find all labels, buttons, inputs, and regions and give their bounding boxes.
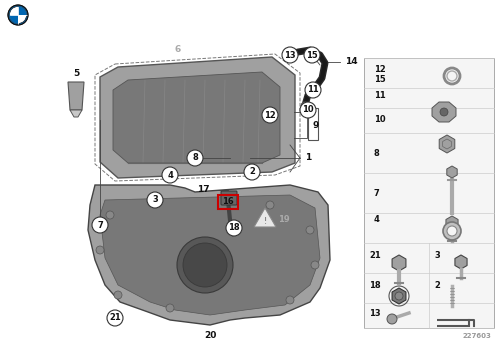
Text: 13: 13 <box>369 308 380 317</box>
Polygon shape <box>455 255 467 269</box>
Circle shape <box>92 217 108 233</box>
Polygon shape <box>439 135 455 153</box>
Text: 21: 21 <box>369 252 381 260</box>
Text: 15: 15 <box>374 76 386 84</box>
Circle shape <box>107 310 123 326</box>
Circle shape <box>300 102 316 118</box>
Circle shape <box>447 226 457 236</box>
Polygon shape <box>100 195 320 315</box>
Bar <box>364 58 494 328</box>
Polygon shape <box>442 139 452 149</box>
Circle shape <box>306 226 314 234</box>
Text: 2: 2 <box>434 281 440 290</box>
Polygon shape <box>254 208 276 227</box>
Text: 18: 18 <box>228 224 240 232</box>
Text: 16: 16 <box>222 197 234 206</box>
Polygon shape <box>392 288 406 304</box>
Circle shape <box>96 246 104 254</box>
Text: 14: 14 <box>345 57 358 66</box>
Circle shape <box>387 314 397 324</box>
Circle shape <box>114 291 122 299</box>
Text: 2: 2 <box>249 168 255 176</box>
Circle shape <box>8 5 28 25</box>
Text: !: ! <box>264 217 266 225</box>
Polygon shape <box>68 82 84 110</box>
Circle shape <box>304 47 320 63</box>
Circle shape <box>244 164 260 180</box>
Circle shape <box>187 150 203 166</box>
Text: 20: 20 <box>204 331 216 341</box>
Polygon shape <box>100 57 295 178</box>
Circle shape <box>282 47 298 63</box>
Circle shape <box>301 102 309 110</box>
Text: 11: 11 <box>374 91 386 100</box>
Text: 3: 3 <box>434 252 440 260</box>
Text: 19: 19 <box>278 216 290 224</box>
Text: 11: 11 <box>307 85 319 94</box>
Circle shape <box>443 222 461 240</box>
Text: 13: 13 <box>284 50 296 60</box>
FancyBboxPatch shape <box>221 191 237 205</box>
Text: 12: 12 <box>374 65 386 75</box>
Text: 5: 5 <box>73 70 79 78</box>
Text: 12: 12 <box>264 111 276 119</box>
Circle shape <box>262 107 278 123</box>
Text: 227603: 227603 <box>462 333 491 339</box>
Text: 7: 7 <box>97 220 103 230</box>
Circle shape <box>311 261 319 269</box>
Text: 4: 4 <box>374 216 380 224</box>
Circle shape <box>177 237 233 293</box>
Polygon shape <box>432 102 456 122</box>
Polygon shape <box>392 255 406 271</box>
Circle shape <box>162 167 178 183</box>
Circle shape <box>106 211 114 219</box>
Text: 17: 17 <box>198 186 210 195</box>
Polygon shape <box>113 72 280 163</box>
Text: 15: 15 <box>306 50 318 60</box>
Text: 9: 9 <box>313 120 319 130</box>
Polygon shape <box>447 166 457 178</box>
Text: 18: 18 <box>369 281 380 290</box>
Circle shape <box>147 192 163 208</box>
Text: 10: 10 <box>374 116 386 125</box>
Circle shape <box>10 7 26 23</box>
Wedge shape <box>10 15 18 23</box>
Circle shape <box>395 292 403 300</box>
Text: 10: 10 <box>302 105 314 114</box>
Circle shape <box>440 108 448 116</box>
Text: 3: 3 <box>152 196 158 204</box>
Circle shape <box>305 82 321 98</box>
Text: 4: 4 <box>167 170 173 180</box>
Circle shape <box>286 296 294 304</box>
Text: 1: 1 <box>305 154 311 162</box>
Polygon shape <box>70 110 82 117</box>
Circle shape <box>266 201 274 209</box>
Text: 8: 8 <box>192 154 198 162</box>
Wedge shape <box>18 7 26 15</box>
Polygon shape <box>88 185 330 325</box>
Circle shape <box>166 304 174 312</box>
Text: 21: 21 <box>109 314 121 322</box>
Polygon shape <box>446 216 458 230</box>
Circle shape <box>226 220 242 236</box>
Circle shape <box>183 243 227 287</box>
Text: 8: 8 <box>374 148 380 158</box>
Text: 6: 6 <box>175 44 181 54</box>
Text: 7: 7 <box>374 189 380 197</box>
